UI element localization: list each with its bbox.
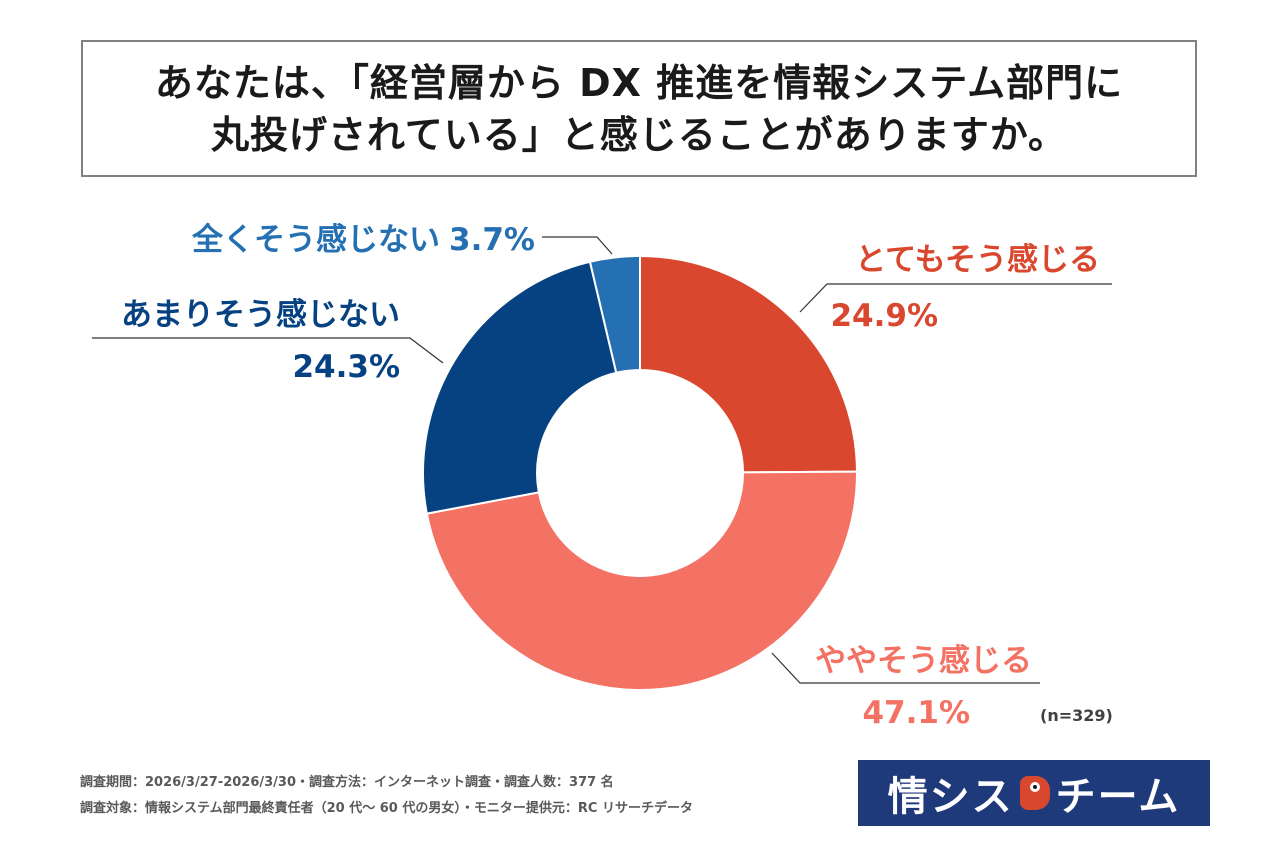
- title-line-2: 丸投げされている」と感じることがありますか。: [210, 112, 1068, 157]
- footnote-survey-target: 調査対象：情報システム部門最終責任者（20 代～ 60 代の男女）・モニター提供…: [80, 801, 693, 816]
- title-line-1: あなたは、「経営層から DX 推進を情報システム部門に: [154, 60, 1124, 105]
- leader-line-amari: [92, 337, 444, 364]
- leader-line-totemo: [799, 283, 1112, 313]
- label-mattaku: 全くそう感じない: [191, 222, 440, 258]
- logo-left-text: 情シス: [887, 774, 1014, 820]
- value-totemo: 24.9%: [830, 298, 938, 334]
- label-amari: あまりそう感じない: [121, 297, 400, 333]
- leader-lines: [92, 236, 1112, 684]
- value-amari: 24.3%: [292, 349, 400, 385]
- value-yaya: 47.1%: [862, 695, 970, 731]
- value-mattaku: 3.7%: [449, 222, 535, 258]
- label-totemo: とてもそう感じる: [855, 242, 1100, 278]
- logo-right-text: チーム: [1055, 774, 1181, 820]
- donut-slice-1: [425, 470, 858, 691]
- brand-logo: 情シス チーム: [858, 760, 1210, 826]
- leader-line-mattaku: [542, 236, 613, 255]
- title-box: あなたは、「経営層から DX 推進を情報システム部門に 丸投げされている」と感じ…: [81, 40, 1197, 177]
- donut-slice-2: [422, 260, 618, 515]
- label-yaya: ややそう感じる: [815, 643, 1032, 679]
- footnote-survey-period: 調査期間：2026/3/27-2026/3/30・調査方法：インターネット調査・…: [80, 775, 614, 790]
- sample-note: (n=329): [1040, 706, 1113, 725]
- donut-slices: [422, 254, 859, 691]
- mascot-icon: [1019, 776, 1050, 810]
- donut-slice-3: [588, 254, 641, 374]
- donut-slice-0: [639, 254, 859, 474]
- leader-line-yaya: [771, 652, 1040, 684]
